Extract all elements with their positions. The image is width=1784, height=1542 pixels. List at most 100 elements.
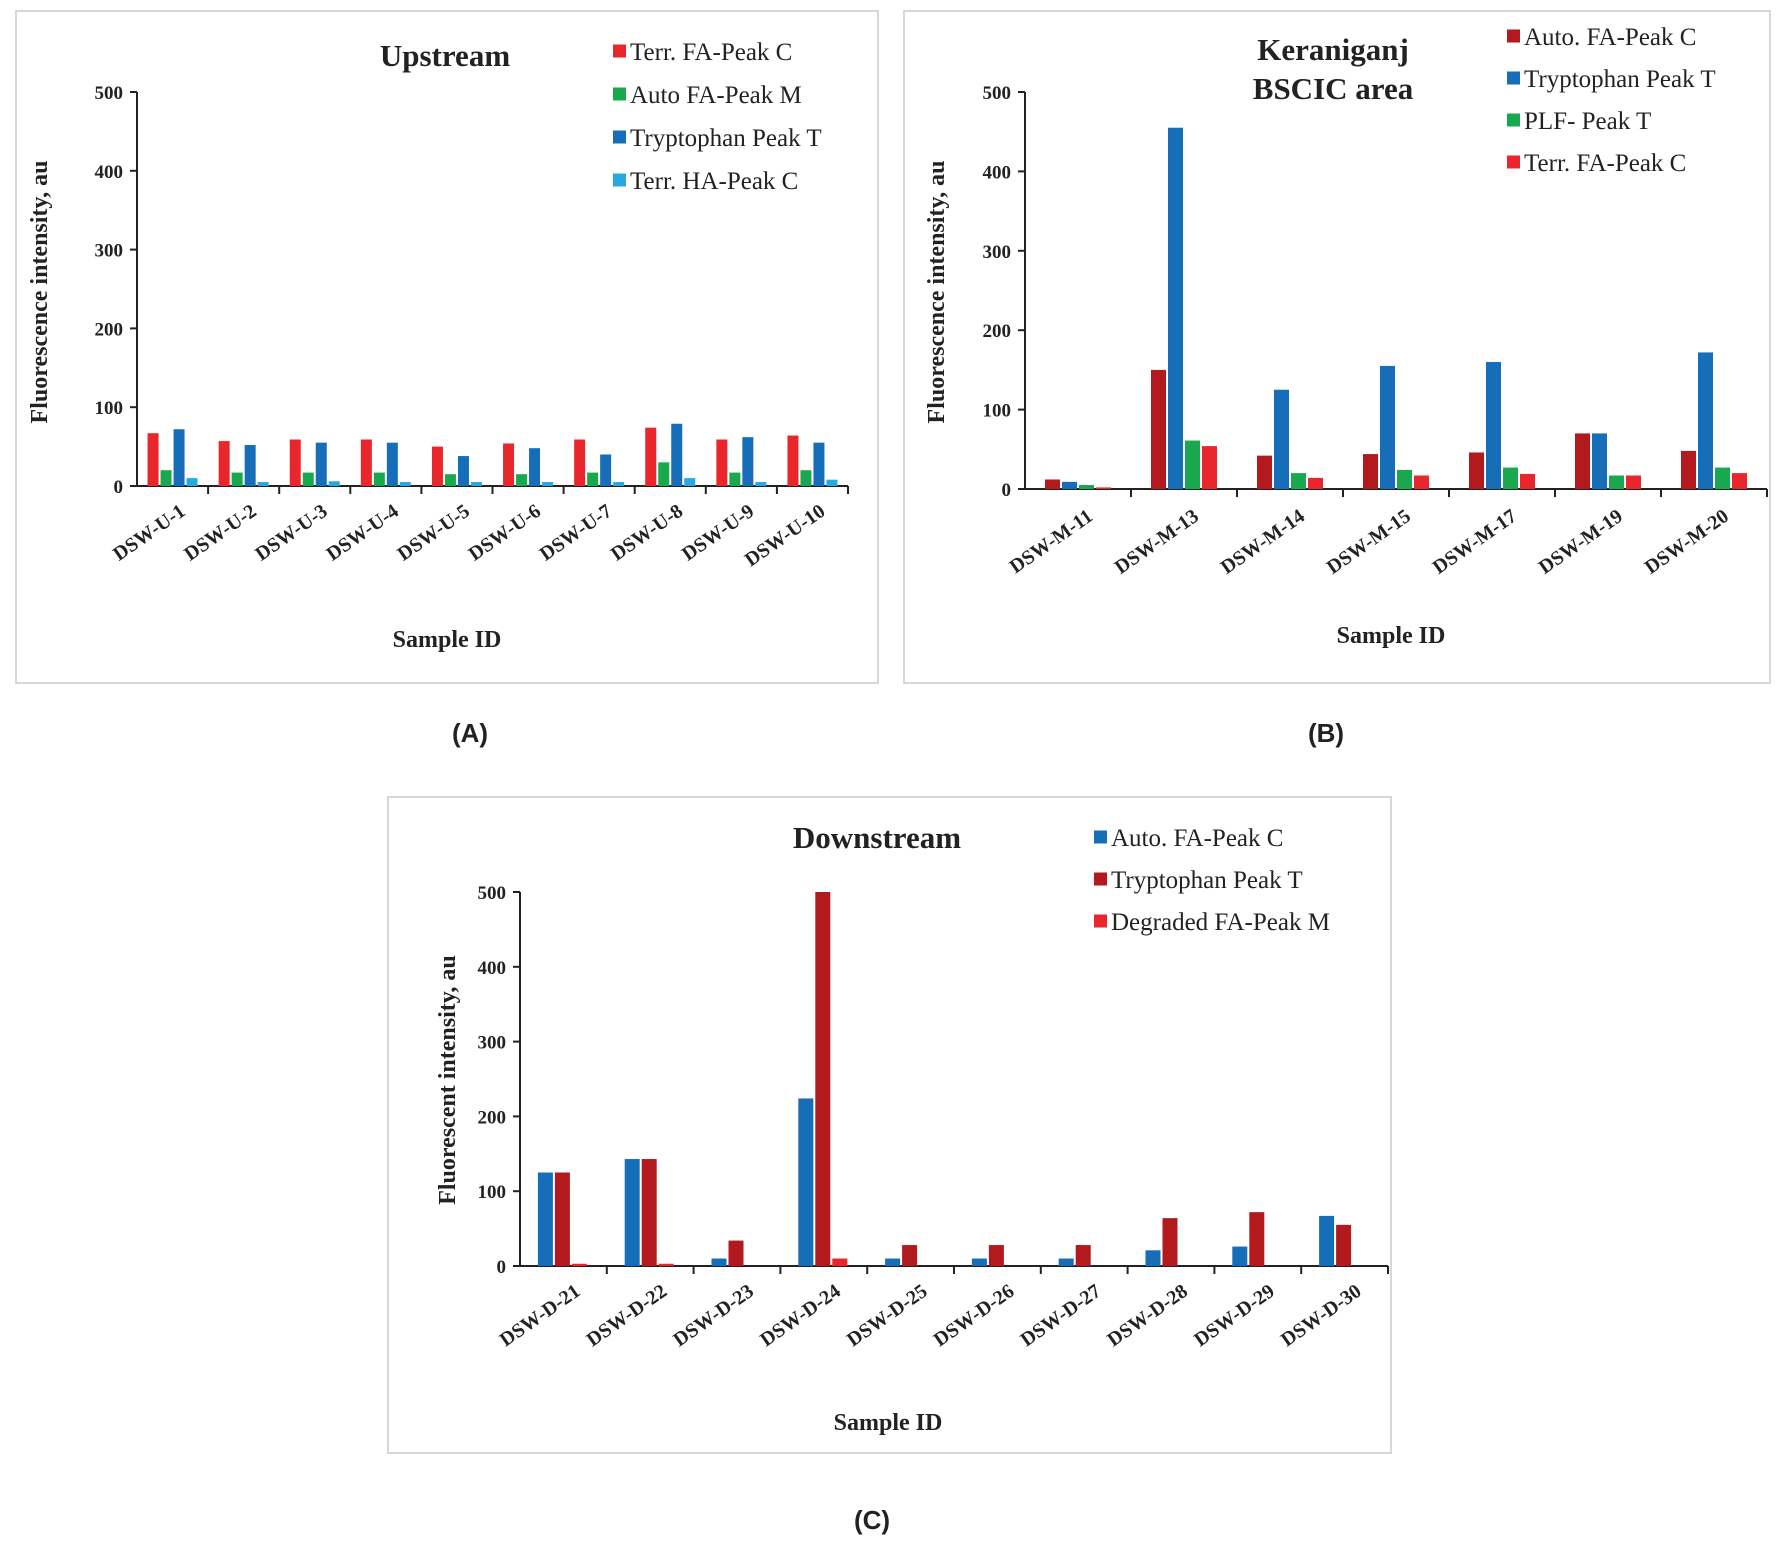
- bar-plf-peak-t-dsw-m-13: [1185, 440, 1200, 489]
- bar-plf-peak-t-dsw-m-20: [1715, 467, 1730, 489]
- chart-panel-2: 0 100 200 300 400 500 DSW-M-11 DSW-M-13 DSW-M-14…: [903, 10, 1771, 748]
- bar-tryptophan-peak-t-dsw-d-23: [728, 1240, 744, 1266]
- chart-frame: [903, 10, 1771, 684]
- legend-swatch: [613, 44, 626, 58]
- bar-terr-ha-peak-c-dsw-u-1: [186, 478, 198, 486]
- bar-auto-fa-peak-c-dsw-d-26: [971, 1258, 987, 1266]
- bar-terr-ha-peak-c-dsw-u-3: [328, 481, 340, 486]
- bar-auto-fa-peak-c-dsw-d-22: [624, 1159, 640, 1266]
- bar-tryptophan-peak-t-dsw-d-25: [902, 1245, 918, 1266]
- x-category-label: DSW-M-14: [1217, 505, 1309, 579]
- y-tick-label: 100: [478, 1182, 507, 1203]
- bar-terr-ha-peak-c-dsw-u-5: [470, 482, 482, 486]
- bar-tryptophan-peak-t-dsw-u-4: [386, 442, 398, 486]
- bar-degraded-fa-peak-m-dsw-d-22: [658, 1263, 674, 1266]
- x-axis-title: Sample ID: [834, 1410, 943, 1436]
- bar-terr-ha-peak-c-dsw-u-8: [684, 478, 696, 486]
- legend-entry-label: Auto. FA-Peak C: [1524, 24, 1696, 51]
- y-tick-label: 0: [114, 477, 124, 498]
- legend-swatch: [1507, 155, 1520, 169]
- panel-label: (B): [1308, 718, 1344, 748]
- chart-title: Downstream: [793, 820, 961, 855]
- bar-terr-fa-peak-c-dsw-m-19: [1626, 475, 1641, 489]
- x-category-label: DSW-U-1: [109, 500, 189, 565]
- bar-plf-peak-t-dsw-m-17: [1503, 467, 1518, 489]
- bar-tryptophan-peak-t-dsw-d-24: [815, 892, 831, 1266]
- x-category-label: DSW-D-22: [583, 1280, 671, 1351]
- y-tick-label: 0: [497, 1257, 507, 1278]
- bar-tryptophan-peak-t-dsw-u-2: [244, 445, 256, 486]
- legend-swatch: [1507, 29, 1520, 43]
- y-tick-label: 400: [95, 162, 124, 183]
- bar-auto-fa-peak-c-dsw-d-29: [1232, 1246, 1248, 1266]
- bar-terr-fa-peak-c-dsw-u-1: [147, 433, 159, 486]
- chart-title: BSCIC area: [1253, 71, 1414, 106]
- bar-plf-peak-t-dsw-m-15: [1397, 469, 1412, 489]
- bar-auto-fa-peak-m-dsw-u-6: [516, 474, 528, 486]
- bar-auto-fa-peak-c-dsw-m-17: [1469, 452, 1484, 489]
- legend-entry-label: Terr. FA-Peak C: [1524, 150, 1686, 177]
- x-category-label: DSW-U-6: [465, 500, 545, 565]
- x-category-label: DSW-D-30: [1277, 1280, 1365, 1351]
- bar-terr-fa-peak-c-dsw-u-4: [360, 439, 372, 486]
- y-axis-title: Fluorescence intensity, au: [924, 161, 950, 424]
- bar-auto-fa-peak-c-dsw-d-24: [798, 1098, 814, 1266]
- bar-tryptophan-peak-t-dsw-d-29: [1249, 1212, 1265, 1266]
- legend-entry-label: PLF- Peak T: [1524, 108, 1651, 135]
- bar-tryptophan-peak-t-dsw-u-9: [742, 437, 754, 486]
- panel-label: (C): [854, 1505, 890, 1535]
- bar-plf-peak-t-dsw-m-14: [1291, 473, 1306, 489]
- panel-label: (A): [452, 718, 488, 748]
- chart-frame: [387, 796, 1392, 1454]
- bar-tryptophan-peak-t-dsw-m-11: [1062, 481, 1077, 489]
- bar-auto-fa-peak-m-dsw-u-4: [373, 472, 385, 486]
- y-axis-title: Fluorescent intensity, au: [435, 955, 461, 1205]
- bar-tryptophan-peak-t-dsw-d-28: [1162, 1218, 1178, 1266]
- bar-auto-fa-peak-m-dsw-u-9: [729, 472, 741, 486]
- x-axis-title: Sample ID: [393, 627, 502, 653]
- y-tick-label: 300: [478, 1033, 507, 1054]
- y-axis-title: Fluorescence intensity, au: [27, 161, 53, 424]
- bar-tryptophan-peak-t-dsw-m-19: [1592, 433, 1607, 489]
- legend-swatch: [1507, 71, 1520, 85]
- bar-terr-fa-peak-c-dsw-u-6: [503, 443, 515, 486]
- bar-terr-fa-peak-c-dsw-m-20: [1732, 473, 1747, 489]
- bar-auto-fa-peak-c-dsw-d-23: [711, 1258, 727, 1266]
- bar-tryptophan-peak-t-dsw-u-7: [600, 454, 612, 486]
- bar-auto-fa-peak-m-dsw-u-8: [658, 462, 670, 486]
- x-category-label: DSW-U-5: [394, 500, 474, 565]
- x-category-label: DSW-M-13: [1111, 505, 1203, 579]
- y-tick-label: 400: [983, 162, 1012, 183]
- x-category-label: DSW-D-23: [669, 1280, 757, 1351]
- bar-plf-peak-t-dsw-m-11: [1079, 485, 1094, 489]
- bar-degraded-fa-peak-m-dsw-d-24: [832, 1258, 848, 1266]
- chart-frame: [15, 10, 879, 684]
- x-category-label: DSW-U-4: [322, 500, 402, 565]
- bar-terr-fa-peak-c-dsw-u-8: [645, 427, 657, 486]
- bar-tryptophan-peak-t-dsw-m-13: [1168, 127, 1183, 489]
- bar-auto-fa-peak-c-dsw-d-30: [1319, 1215, 1335, 1266]
- bar-auto-fa-peak-c-dsw-m-13: [1151, 369, 1166, 489]
- bar-terr-fa-peak-c-dsw-m-11: [1096, 487, 1111, 489]
- bar-tryptophan-peak-t-dsw-d-26: [988, 1245, 1004, 1266]
- bar-tryptophan-peak-t-dsw-m-20: [1698, 352, 1713, 489]
- x-category-label: DSW-M-15: [1323, 505, 1415, 579]
- y-tick-label: 100: [983, 401, 1012, 422]
- bar-tryptophan-peak-t-dsw-u-8: [671, 423, 683, 486]
- bar-plf-peak-t-dsw-m-19: [1609, 475, 1624, 489]
- y-tick-label: 300: [983, 242, 1012, 263]
- legend-swatch: [613, 130, 626, 144]
- x-category-label: DSW-M-17: [1429, 505, 1521, 579]
- bar-terr-ha-peak-c-dsw-u-2: [257, 482, 269, 486]
- x-category-label: DSW-D-21: [496, 1280, 584, 1351]
- y-tick-label: 200: [478, 1107, 507, 1128]
- x-category-label: DSW-U-7: [536, 500, 616, 565]
- chart-panel-3: 0 100 200 300 400 500 DSW-D-21DSW-D-22DSW-D-23…: [387, 796, 1392, 1535]
- x-category-label: DSW-U-3: [251, 500, 331, 565]
- bar-tryptophan-peak-t-dsw-d-21: [554, 1172, 570, 1266]
- x-category-label: DSW-U-2: [180, 500, 260, 565]
- y-tick-label: 300: [95, 241, 124, 262]
- legend-swatch: [1507, 113, 1520, 127]
- bar-tryptophan-peak-t-dsw-d-27: [1075, 1245, 1091, 1266]
- y-tick-label: 500: [983, 83, 1012, 104]
